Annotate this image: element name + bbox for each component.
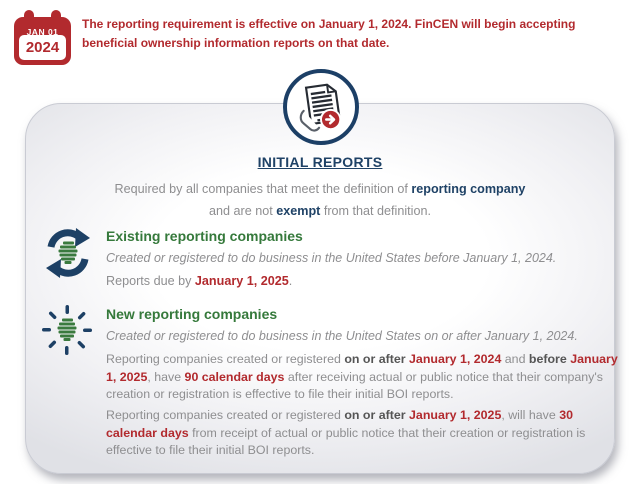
intro-l2-post: from that definition. [320, 204, 431, 218]
existing-companies-description: Created or registered to do business in … [106, 251, 557, 265]
intro-text: Required by all companies that meet the … [26, 178, 614, 222]
p2-s5: 30 calendar days [106, 408, 573, 440]
p2-s1: Reporting companies created or registere… [106, 408, 345, 422]
p1-s3: January 1, 2024 [409, 352, 502, 366]
intro-line-2: and are not exempt from that definition. [26, 200, 614, 222]
existing-companies-heading: Existing reporting companies [106, 228, 303, 244]
p1-s9: after receiving actual or public notice … [106, 369, 603, 402]
due-date: January 1, 2025 [194, 274, 289, 288]
p2-s3: January 1, 2025 [409, 408, 502, 422]
p1-s8: 90 calendar days [184, 369, 285, 384]
new-companies-paragraph-30-days: Reporting companies created or registere… [106, 407, 618, 460]
new-companies-heading: New reporting companies [106, 306, 278, 322]
initial-reports-card: INITIAL REPORTS Required by all companie… [25, 103, 618, 474]
intro-line-1: Required by all companies that meet the … [26, 178, 614, 200]
banner-text: The reporting requirement is effective o… [82, 15, 627, 53]
p1-s7: , have [147, 369, 185, 384]
burst-building-icon [39, 302, 95, 358]
document-submit-icon [283, 69, 359, 145]
p2-s4: , will have [501, 408, 560, 422]
new-companies-description: Created or registered to do business in … [106, 329, 578, 343]
due-pre: Reports due by [106, 274, 195, 288]
calendar-icon: JAN 01 2024 [14, 10, 71, 65]
p1-s4: and [501, 352, 529, 366]
p1-s1: Reporting companies created or registere… [106, 352, 345, 366]
due-post: . [288, 274, 293, 288]
page-title: INITIAL REPORTS [257, 154, 383, 170]
existing-companies-due: Reports due by January 1, 2025. [106, 274, 292, 288]
p2-s2: on or after [344, 408, 410, 422]
intro-l2-bold: exempt [276, 204, 321, 218]
p1-s5: before [528, 352, 571, 366]
new-companies-paragraph-90-days: Reporting companies created or registere… [106, 351, 618, 404]
calendar-month-day: JAN 01 [26, 27, 59, 37]
intro-l1-bold: reporting company [411, 182, 526, 196]
intro-l1-pre: Required by all companies that meet the … [114, 182, 412, 196]
intro-l2-pre: and are not [209, 204, 277, 218]
calendar-body: JAN 01 2024 [14, 17, 71, 65]
banner-line-2: beneficial ownership information reports… [82, 36, 390, 50]
p1-s2: on or after [344, 352, 410, 366]
p2-s6: from receipt of actual or public notice … [106, 425, 586, 458]
calendar-year: 2024 [19, 35, 66, 60]
banner-line-1: The reporting requirement is effective o… [82, 17, 576, 31]
refresh-building-icon [40, 225, 96, 281]
p1-s6: January 1, 2025 [106, 352, 618, 384]
